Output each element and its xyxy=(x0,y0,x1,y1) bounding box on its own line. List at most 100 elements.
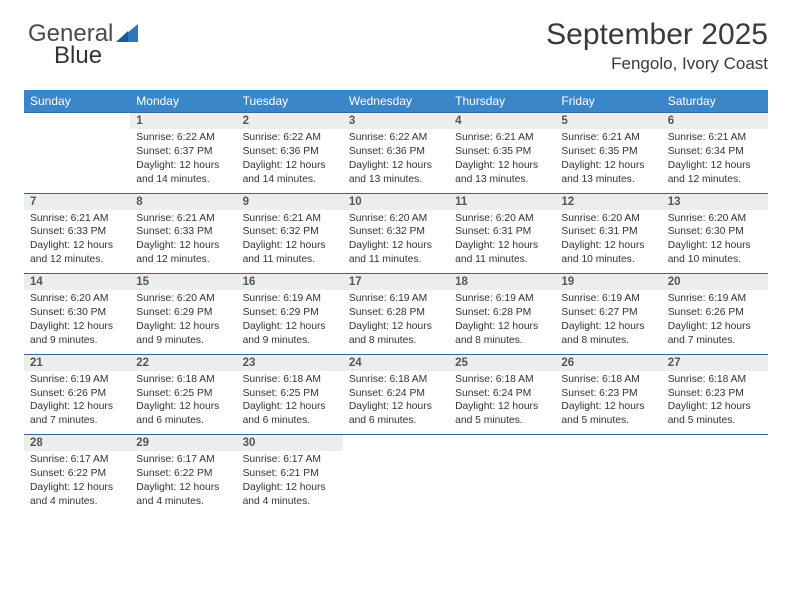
day-cell: Sunrise: 6:22 AMSunset: 6:37 PMDaylight:… xyxy=(130,129,236,193)
day-cell: Sunrise: 6:21 AMSunset: 6:35 PMDaylight:… xyxy=(555,129,661,193)
sunset-text: Sunset: 6:33 PM xyxy=(136,225,230,239)
day-cell: Sunrise: 6:19 AMSunset: 6:26 PMDaylight:… xyxy=(24,371,130,435)
day-number: 25 xyxy=(449,354,555,371)
weekday-header: Sunday xyxy=(24,90,130,113)
day-number: 17 xyxy=(343,274,449,291)
sunset-text: Sunset: 6:33 PM xyxy=(30,225,124,239)
sunset-text: Sunset: 6:37 PM xyxy=(136,145,230,159)
sunrise-text: Sunrise: 6:20 AM xyxy=(136,292,230,306)
calendar-table: SundayMondayTuesdayWednesdayThursdayFrid… xyxy=(24,90,768,515)
empty-day-cell xyxy=(24,129,130,193)
daylight-text: Daylight: 12 hours and 13 minutes. xyxy=(349,159,443,187)
sunset-text: Sunset: 6:30 PM xyxy=(30,306,124,320)
sunrise-text: Sunrise: 6:21 AM xyxy=(561,131,655,145)
day-number: 16 xyxy=(237,274,343,291)
sunrise-text: Sunrise: 6:22 AM xyxy=(243,131,337,145)
daylight-text: Daylight: 12 hours and 4 minutes. xyxy=(136,481,230,509)
day-number: 19 xyxy=(555,274,661,291)
sunset-text: Sunset: 6:29 PM xyxy=(136,306,230,320)
day-cell: Sunrise: 6:17 AMSunset: 6:22 PMDaylight:… xyxy=(24,451,130,515)
sunrise-text: Sunrise: 6:20 AM xyxy=(349,212,443,226)
day-number: 10 xyxy=(343,193,449,210)
daylight-text: Daylight: 12 hours and 4 minutes. xyxy=(243,481,337,509)
day-number: 7 xyxy=(24,193,130,210)
sunrise-text: Sunrise: 6:21 AM xyxy=(668,131,762,145)
daylight-text: Daylight: 12 hours and 14 minutes. xyxy=(243,159,337,187)
day-number: 15 xyxy=(130,274,236,291)
day-cell: Sunrise: 6:18 AMSunset: 6:23 PMDaylight:… xyxy=(662,371,768,435)
day-number-row: 78910111213 xyxy=(24,193,768,210)
sunrise-text: Sunrise: 6:21 AM xyxy=(243,212,337,226)
day-number: 9 xyxy=(237,193,343,210)
daylight-text: Daylight: 12 hours and 6 minutes. xyxy=(349,400,443,428)
daylight-text: Daylight: 12 hours and 9 minutes. xyxy=(136,320,230,348)
sunrise-text: Sunrise: 6:22 AM xyxy=(349,131,443,145)
daylight-text: Daylight: 12 hours and 7 minutes. xyxy=(30,400,124,428)
day-number: 20 xyxy=(662,274,768,291)
empty-day-number xyxy=(662,435,768,452)
day-cell: Sunrise: 6:17 AMSunset: 6:21 PMDaylight:… xyxy=(237,451,343,515)
sunset-text: Sunset: 6:26 PM xyxy=(668,306,762,320)
weekday-header: Thursday xyxy=(449,90,555,113)
day-content-row: Sunrise: 6:19 AMSunset: 6:26 PMDaylight:… xyxy=(24,371,768,435)
calendar-body: 123456Sunrise: 6:22 AMSunset: 6:37 PMDay… xyxy=(24,113,768,515)
empty-day-number xyxy=(24,113,130,130)
day-cell: Sunrise: 6:21 AMSunset: 6:33 PMDaylight:… xyxy=(130,210,236,274)
day-number: 27 xyxy=(662,354,768,371)
day-cell: Sunrise: 6:20 AMSunset: 6:31 PMDaylight:… xyxy=(555,210,661,274)
day-cell: Sunrise: 6:19 AMSunset: 6:27 PMDaylight:… xyxy=(555,290,661,354)
day-number-row: 21222324252627 xyxy=(24,354,768,371)
sunrise-text: Sunrise: 6:19 AM xyxy=(455,292,549,306)
day-number: 11 xyxy=(449,193,555,210)
day-cell: Sunrise: 6:20 AMSunset: 6:31 PMDaylight:… xyxy=(449,210,555,274)
daylight-text: Daylight: 12 hours and 12 minutes. xyxy=(668,159,762,187)
sunset-text: Sunset: 6:25 PM xyxy=(136,387,230,401)
sunrise-text: Sunrise: 6:18 AM xyxy=(455,373,549,387)
day-cell: Sunrise: 6:18 AMSunset: 6:25 PMDaylight:… xyxy=(237,371,343,435)
daylight-text: Daylight: 12 hours and 9 minutes. xyxy=(243,320,337,348)
sunset-text: Sunset: 6:32 PM xyxy=(349,225,443,239)
sunset-text: Sunset: 6:32 PM xyxy=(243,225,337,239)
daylight-text: Daylight: 12 hours and 8 minutes. xyxy=(455,320,549,348)
daylight-text: Daylight: 12 hours and 14 minutes. xyxy=(136,159,230,187)
sunset-text: Sunset: 6:21 PM xyxy=(243,467,337,481)
day-cell: Sunrise: 6:21 AMSunset: 6:33 PMDaylight:… xyxy=(24,210,130,274)
empty-day-cell xyxy=(449,451,555,515)
day-content-row: Sunrise: 6:17 AMSunset: 6:22 PMDaylight:… xyxy=(24,451,768,515)
day-number: 26 xyxy=(555,354,661,371)
sunset-text: Sunset: 6:23 PM xyxy=(668,387,762,401)
daylight-text: Daylight: 12 hours and 5 minutes. xyxy=(561,400,655,428)
sunrise-text: Sunrise: 6:20 AM xyxy=(30,292,124,306)
daylight-text: Daylight: 12 hours and 10 minutes. xyxy=(561,239,655,267)
sunset-text: Sunset: 6:22 PM xyxy=(30,467,124,481)
sunrise-text: Sunrise: 6:17 AM xyxy=(30,453,124,467)
day-number: 28 xyxy=(24,435,130,452)
day-number: 30 xyxy=(237,435,343,452)
day-number: 12 xyxy=(555,193,661,210)
day-cell: Sunrise: 6:21 AMSunset: 6:35 PMDaylight:… xyxy=(449,129,555,193)
sunrise-text: Sunrise: 6:20 AM xyxy=(561,212,655,226)
sunset-text: Sunset: 6:29 PM xyxy=(243,306,337,320)
sunset-text: Sunset: 6:26 PM xyxy=(30,387,124,401)
daylight-text: Daylight: 12 hours and 4 minutes. xyxy=(30,481,124,509)
day-cell: Sunrise: 6:19 AMSunset: 6:26 PMDaylight:… xyxy=(662,290,768,354)
sail-icon xyxy=(116,24,142,44)
sunset-text: Sunset: 6:28 PM xyxy=(349,306,443,320)
day-number: 6 xyxy=(662,113,768,130)
day-cell: Sunrise: 6:20 AMSunset: 6:32 PMDaylight:… xyxy=(343,210,449,274)
day-cell: Sunrise: 6:17 AMSunset: 6:22 PMDaylight:… xyxy=(130,451,236,515)
empty-day-cell xyxy=(555,451,661,515)
day-cell: Sunrise: 6:19 AMSunset: 6:28 PMDaylight:… xyxy=(449,290,555,354)
daylight-text: Daylight: 12 hours and 6 minutes. xyxy=(243,400,337,428)
brand-part2: Blue xyxy=(54,42,102,70)
day-number-row: 282930 xyxy=(24,435,768,452)
sunrise-text: Sunrise: 6:19 AM xyxy=(668,292,762,306)
day-number: 5 xyxy=(555,113,661,130)
sunset-text: Sunset: 6:34 PM xyxy=(668,145,762,159)
daylight-text: Daylight: 12 hours and 8 minutes. xyxy=(561,320,655,348)
empty-day-number xyxy=(555,435,661,452)
weekday-header: Monday xyxy=(130,90,236,113)
daylight-text: Daylight: 12 hours and 10 minutes. xyxy=(668,239,762,267)
location-label: Fengolo, Ivory Coast xyxy=(24,54,768,74)
sunset-text: Sunset: 6:25 PM xyxy=(243,387,337,401)
